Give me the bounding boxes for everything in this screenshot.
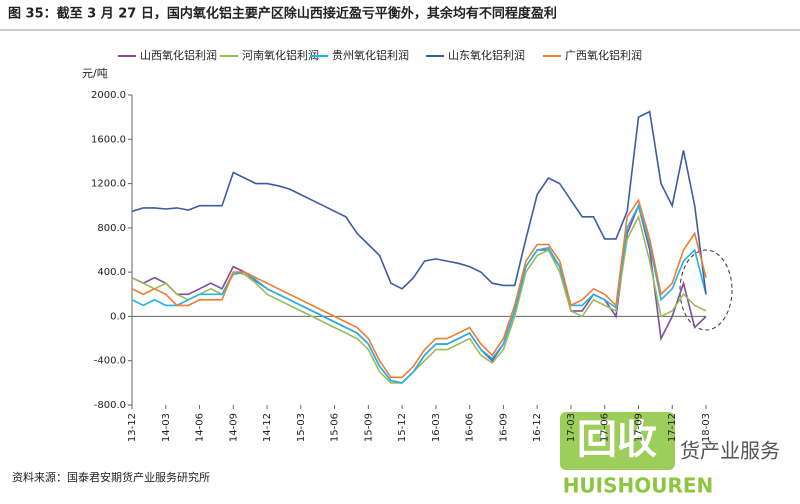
x-tick-label: 15-03: [296, 413, 307, 442]
series-line: [131, 198, 707, 379]
y-tick-label: -400.0: [94, 356, 126, 367]
y-tick-label: 400.0: [97, 267, 126, 278]
watermark-logo: [560, 412, 675, 470]
x-tick-label: 17-09: [633, 413, 644, 442]
x-tick-label: 14-12: [262, 413, 273, 442]
watermark-brand: HUISHOUREN: [563, 474, 714, 498]
legend-label: 山东氧化铝利润: [448, 48, 525, 62]
x-tick-label: 16-03: [431, 413, 442, 442]
x-tick-label: 13-12: [127, 413, 138, 442]
x-tick-label: 18-03: [701, 413, 712, 442]
highlight-ellipse: [679, 249, 733, 331]
x-tick-label: 17-06: [600, 413, 611, 442]
legend-label: 山西氧化铝利润: [140, 48, 217, 62]
chart-title: 图 35：截至 3 月 27 日，国内氧化铝主要产区除山西接近盈亏平衡外，其余均…: [8, 6, 557, 22]
x-tick-label: 15-09: [363, 413, 374, 442]
x-tick-label: 16-09: [498, 413, 509, 442]
x-tick-label: 17-03: [566, 413, 577, 442]
x-tick-label: 15-06: [330, 413, 341, 442]
x-tick-label: 14-03: [161, 413, 172, 442]
x-tick-label: 15-12: [397, 413, 408, 442]
watermark-side-text: 货产业服务: [680, 439, 780, 463]
legend-label: 河南氧化铝利润: [242, 48, 319, 62]
y-tick-label: 1200.0: [91, 179, 126, 190]
y-tick-label: 0.0: [110, 311, 126, 322]
series-line: [131, 110, 707, 295]
y-tick-label: 800.0: [97, 223, 126, 234]
x-tick-label: 14-06: [195, 413, 206, 442]
x-tick-label: 16-12: [532, 413, 543, 442]
legend-label: 贵州氧化铝利润: [332, 48, 409, 62]
source: 资料来源：国泰君安期货产业服务研究所: [12, 470, 210, 484]
x-tick-label: 14-09: [228, 413, 239, 442]
legend-label: 广西氧化铝利润: [565, 48, 642, 62]
x-tick-label: 17-12: [667, 413, 678, 442]
x-tick-label: 16-06: [465, 413, 476, 442]
y-axis-label: 元/吨: [82, 67, 108, 80]
y-tick-label: 2000.0: [91, 90, 126, 101]
watermark-logo-text: 回收: [577, 417, 657, 463]
y-tick-label: 1600.0: [91, 134, 126, 145]
y-tick-label: -800.0: [94, 400, 126, 411]
